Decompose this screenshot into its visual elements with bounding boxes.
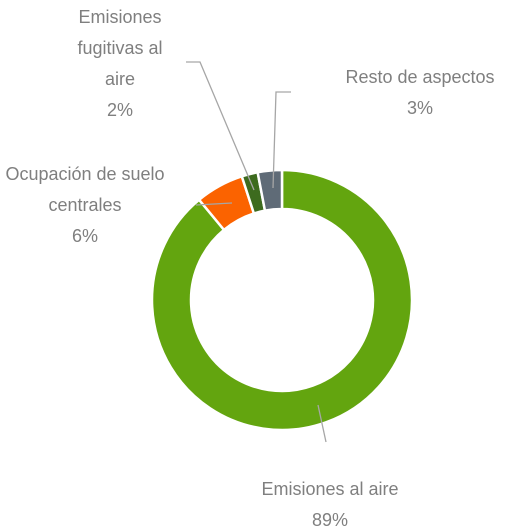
leader-line [186,61,255,191]
slice-value-label: 89% [312,510,348,530]
leader-line [272,91,291,189]
slice-label: Emisiones fugitivas al aire [77,7,162,89]
slice-value-label: 2% [107,100,133,120]
slice-value-label: 3% [407,98,433,118]
leader-line [317,404,327,443]
leader-line [195,202,233,206]
slice-label: Ocupación de suelo centrales [5,164,164,215]
slice-label: Resto de aspectos [345,67,494,87]
slice-label: Emisiones al aire [261,479,398,499]
donut-segment [150,168,414,432]
slice-value-label: 6% [72,226,98,246]
donut-segment [256,168,284,213]
